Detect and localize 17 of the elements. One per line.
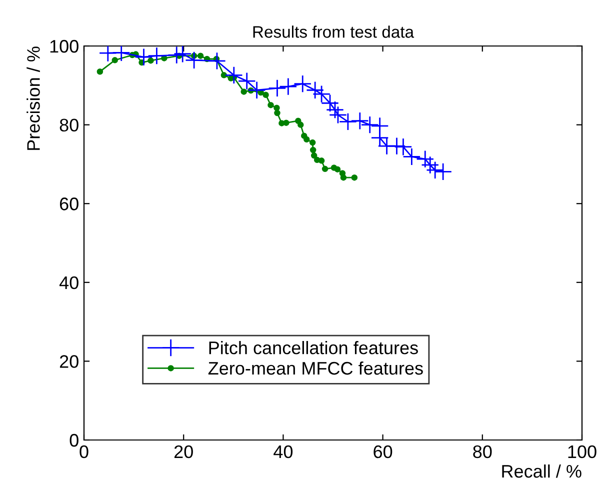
x-tick-label: 0 (80, 445, 88, 458)
chart-title: Results from test data (253, 26, 414, 38)
legend-label: Zero-mean MFCC features (208, 361, 423, 375)
x-tick-label: 20 (174, 445, 193, 458)
x-tick-label: 40 (274, 445, 293, 458)
legend-label: Pitch cancellation features (209, 341, 418, 354)
y-tick-label: 60 (60, 198, 78, 210)
y-tick-label: 40 (59, 276, 78, 290)
y-tick-label: 100 (50, 40, 78, 53)
y-tick-label: 80 (60, 118, 78, 132)
x-tick-label: 100 (568, 445, 596, 458)
y-tick-label: 20 (60, 355, 78, 368)
x-tick-label: 60 (374, 445, 392, 458)
x-tick-label: 80 (473, 445, 492, 458)
x-axis-title: Recall / % (502, 464, 582, 478)
y-axis-title: Precision / % (26, 46, 40, 150)
y-tick-label: 0 (70, 434, 78, 447)
